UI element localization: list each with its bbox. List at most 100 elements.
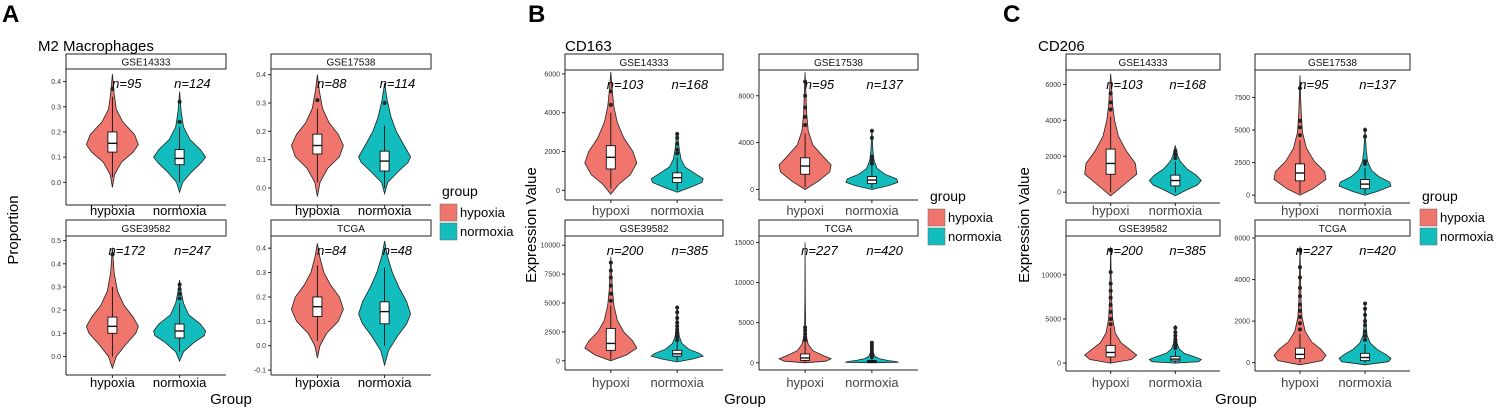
- outlier-point: [177, 291, 182, 296]
- outlier-point: [675, 337, 680, 342]
- y-tick-label: 0.1: [51, 155, 61, 162]
- violin-normoxia: [650, 305, 705, 363]
- y-tick-label: 0.2: [256, 129, 266, 136]
- n-label: n=227: [801, 243, 838, 258]
- outlier-point: [1108, 91, 1113, 96]
- outlier-point: [1173, 333, 1178, 338]
- outlier-point: [803, 331, 808, 336]
- subplot-gse39582: GSE39582 0 2500 5000 7500 10000 n=200 hypoxi n=3…: [541, 219, 724, 390]
- n-label: n=247: [174, 243, 211, 258]
- n-label: n=114: [380, 76, 416, 91]
- x-tick-label: normoxia: [1149, 203, 1203, 218]
- legend-swatch: [439, 222, 458, 241]
- x-tick-label: hypoxi: [1092, 203, 1130, 218]
- legend-swatch: [439, 203, 458, 222]
- outlier-point: [675, 305, 680, 310]
- n-label: n=168: [1169, 77, 1206, 92]
- x-tick-label: normoxia: [358, 375, 412, 390]
- outlier-point: [1363, 319, 1368, 324]
- violin-normoxia: [844, 340, 900, 364]
- y-tick-label: 4000: [544, 110, 560, 117]
- facet-strip-label: TCGA: [825, 224, 853, 235]
- panel-b: B CD163 Expression Value Group GSE14333 0 2000…: [523, 1, 1002, 408]
- outlier-point: [869, 135, 874, 140]
- outlier-point: [869, 340, 874, 345]
- legend-title: group: [930, 188, 966, 204]
- y-tick-label: 0.0: [256, 186, 266, 193]
- n-label: n=200: [607, 243, 644, 258]
- x-tick-label: normoxia: [1149, 375, 1203, 390]
- facet-strip-label: GSE39582: [620, 224, 669, 235]
- outlier-point: [1173, 337, 1178, 342]
- n-label: n=84: [317, 243, 346, 258]
- y-tick-label: 6000: [1045, 82, 1061, 89]
- y-tick-label: 0: [556, 358, 560, 365]
- subplot-gse14333: GSE14333 0.0 0.1 0.2 0.3 0.4 n=95 hypoxia n=124 n…: [51, 53, 227, 218]
- outlier-point: [1108, 309, 1113, 314]
- subplot-tcga: TCGA 0 5000 10000 15000 n=227 hypoxi n=420 normo…: [735, 219, 919, 390]
- outlier-point: [1173, 152, 1178, 157]
- violin-normoxia: [358, 83, 412, 196]
- legend-swatch: [1419, 208, 1438, 227]
- y-tick-label: 0.2: [51, 308, 61, 315]
- outlier-point: [1297, 248, 1302, 253]
- violin-hypoxia: [584, 71, 638, 195]
- violin-normoxia: [153, 279, 207, 363]
- y-tick-label: 0.1: [256, 157, 266, 164]
- outlier-point: [608, 89, 613, 94]
- facet-strip: [1254, 219, 1411, 237]
- x-tick-label: hypoxia: [90, 375, 136, 390]
- facet-strip-label: GSE39582: [1119, 224, 1168, 235]
- panel-a: A M2 Macrophages Proportion Group GSE14333 0.…: [2, 1, 514, 408]
- x-tick-label: normoxia: [153, 375, 207, 390]
- n-label: n=95: [112, 76, 142, 91]
- outlier-point: [803, 338, 808, 343]
- x-axis-label: Group: [1215, 391, 1257, 408]
- x-tick-label: hypoxi: [1281, 203, 1319, 218]
- outlier-point: [869, 161, 874, 166]
- x-tick-label: hypoxi: [1092, 375, 1130, 390]
- outlier-point: [1108, 288, 1113, 293]
- x-axis-label: Group: [724, 391, 766, 408]
- legend-label: hypoxia: [1440, 210, 1486, 225]
- y-axis-label: Expression Value: [523, 167, 540, 283]
- outlier-point: [803, 325, 808, 330]
- y-tick-label: 0.0: [256, 343, 266, 350]
- outlier-point: [675, 151, 680, 156]
- legend-label: normoxia: [1440, 229, 1494, 244]
- outlier-point: [675, 135, 680, 140]
- outlier-point: [869, 158, 874, 163]
- outlier-point: [1108, 100, 1113, 105]
- y-tick-label: 2500: [544, 329, 560, 336]
- n-label: n=137: [1359, 77, 1396, 92]
- panel-c: C CD206 Expression Value Group GSE14333 0 2000…: [1003, 1, 1494, 408]
- y-tick-label: 6000: [544, 71, 560, 78]
- violin-hypoxia: [584, 256, 638, 362]
- outlier-point: [1363, 306, 1368, 311]
- violin-hypoxia: [85, 73, 139, 188]
- facet-strip: [65, 219, 227, 237]
- outlier-point: [675, 327, 680, 332]
- outlier-point: [1363, 329, 1368, 334]
- violin-hypoxia: [778, 242, 833, 364]
- outlier-point: [675, 141, 680, 146]
- box: [174, 149, 185, 166]
- y-tick-label: 0.3: [51, 284, 61, 291]
- x-tick-label: normoxia: [845, 203, 899, 218]
- y-tick-label: 10000: [541, 243, 561, 250]
- outlier-point: [110, 252, 115, 257]
- y-tick-label: 5000: [544, 301, 560, 308]
- box: [1294, 347, 1305, 359]
- outlier-point: [675, 316, 680, 321]
- box: [107, 316, 118, 334]
- facet-strip: [564, 219, 724, 237]
- outlier-point: [1297, 294, 1302, 299]
- facet-strip-label: GSE17538: [327, 58, 376, 69]
- n-label: n=385: [672, 243, 709, 258]
- x-tick-label: hypoxia: [295, 375, 341, 390]
- outlier-point: [675, 132, 680, 137]
- outlier-point: [608, 275, 613, 280]
- x-tick-label: normoxia: [1338, 203, 1392, 218]
- outlier-point: [177, 287, 182, 292]
